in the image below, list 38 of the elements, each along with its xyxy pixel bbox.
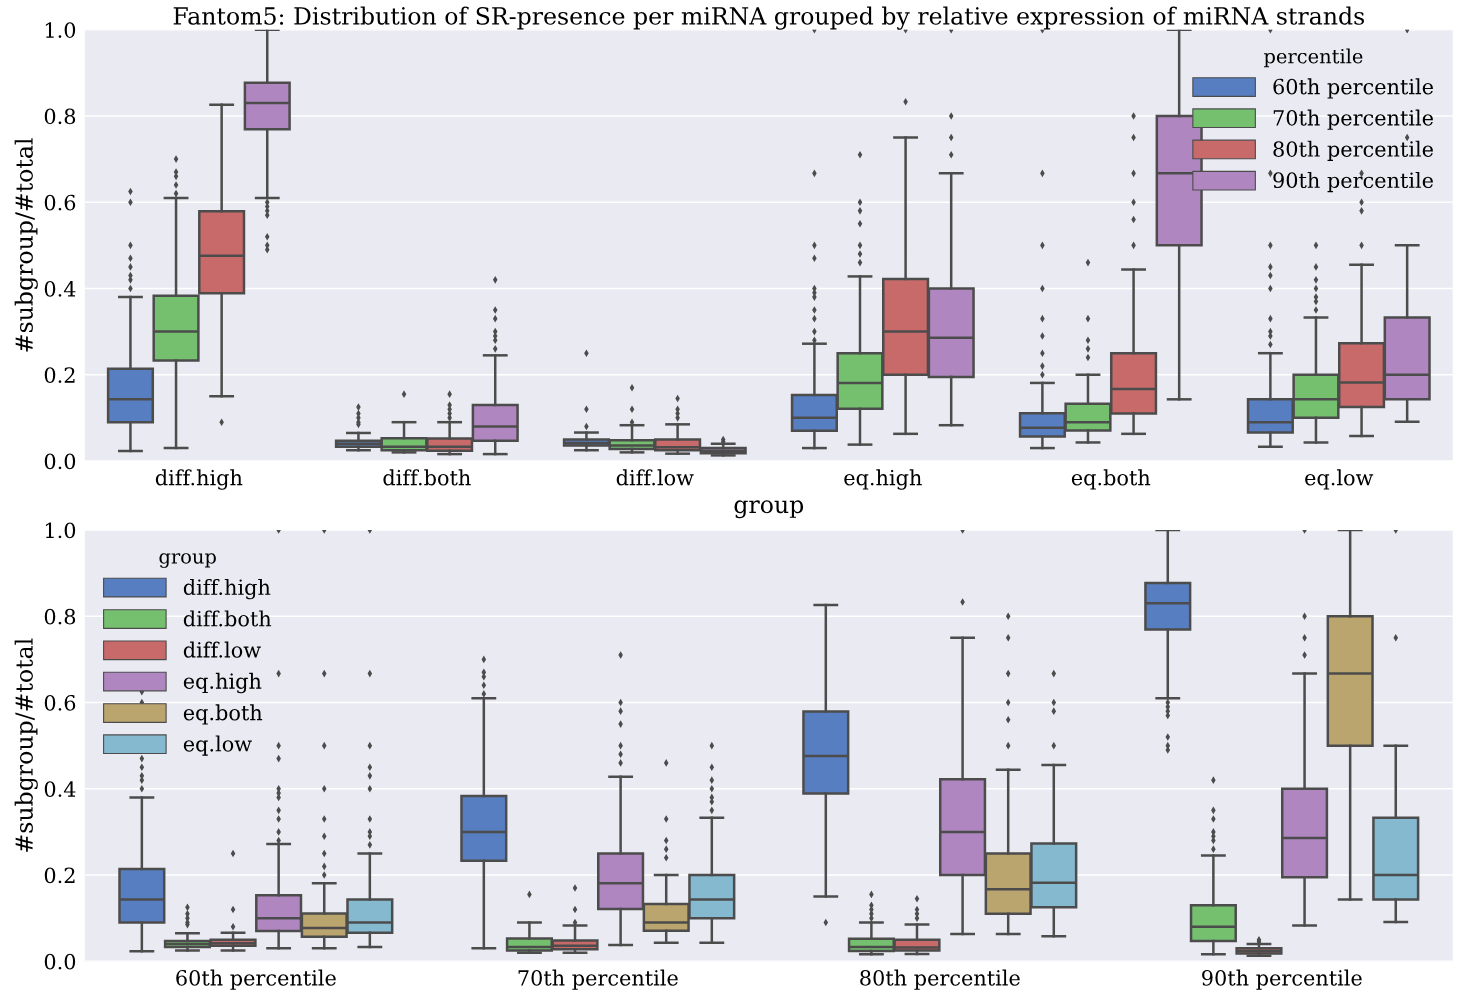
y-tick-label: 1.0: [45, 22, 76, 38]
legend-label: diff.high: [183, 578, 271, 600]
x-tick-label: 90th percentile: [1202, 969, 1362, 990]
x-tick-label: 80th percentile: [860, 969, 1020, 990]
legend-label: eq.high: [183, 672, 262, 694]
legend-label: diff.both: [183, 610, 272, 627]
y-tick-label: 0.8: [44, 108, 76, 125]
y-tick-label: 0.2: [44, 867, 75, 884]
y-tick-label: 0.0: [44, 953, 76, 970]
y-tick-label: 0.4: [44, 781, 76, 797]
y-axis-title: #subgroup/#total: [14, 638, 38, 852]
legend-title: group: [159, 553, 216, 568]
legend-label: 60th percentile: [1273, 78, 1433, 99]
x-tick-label: eq.low: [1305, 469, 1374, 490]
y-tick-label: 0.2: [44, 367, 75, 383]
y-axis-title: #subgroup/#total: [14, 138, 38, 352]
legend-label: eq.low: [183, 735, 252, 756]
legend-label: 90th percentile: [1273, 171, 1433, 193]
legend-label: eq.both: [183, 704, 263, 725]
y-tick-label: 0.6: [44, 694, 76, 711]
x-tick-label: 60th percentile: [176, 969, 336, 990]
x-tick-label: diff.both: [383, 469, 471, 486]
legend-label: 80th percentile: [1273, 140, 1433, 161]
y-tick-label: 0.8: [44, 608, 76, 625]
y-tick-label: 0.4: [44, 280, 76, 297]
y-tick-label: 0.0: [44, 453, 76, 470]
chart-title: Fantom5: Distribution of SR-presence per miRNA grouped by relative expression of miRNA strands: [173, 6, 1365, 30]
x-tick-label: eq.both: [1071, 469, 1151, 490]
y-tick-label: 1.0: [45, 522, 76, 539]
x-axis-title: group: [734, 500, 804, 519]
x-tick-label: diff.high: [155, 469, 243, 490]
legend-label: diff.low: [183, 641, 261, 658]
x-tick-label: diff.low: [616, 469, 694, 486]
x-tick-label: eq.high: [844, 469, 922, 490]
legend-title: percentile: [1264, 48, 1363, 68]
y-tick-label: 0.6: [44, 194, 76, 211]
legend-label: 70th percentile: [1273, 109, 1433, 130]
x-tick-label: 70th percentile: [518, 969, 678, 990]
